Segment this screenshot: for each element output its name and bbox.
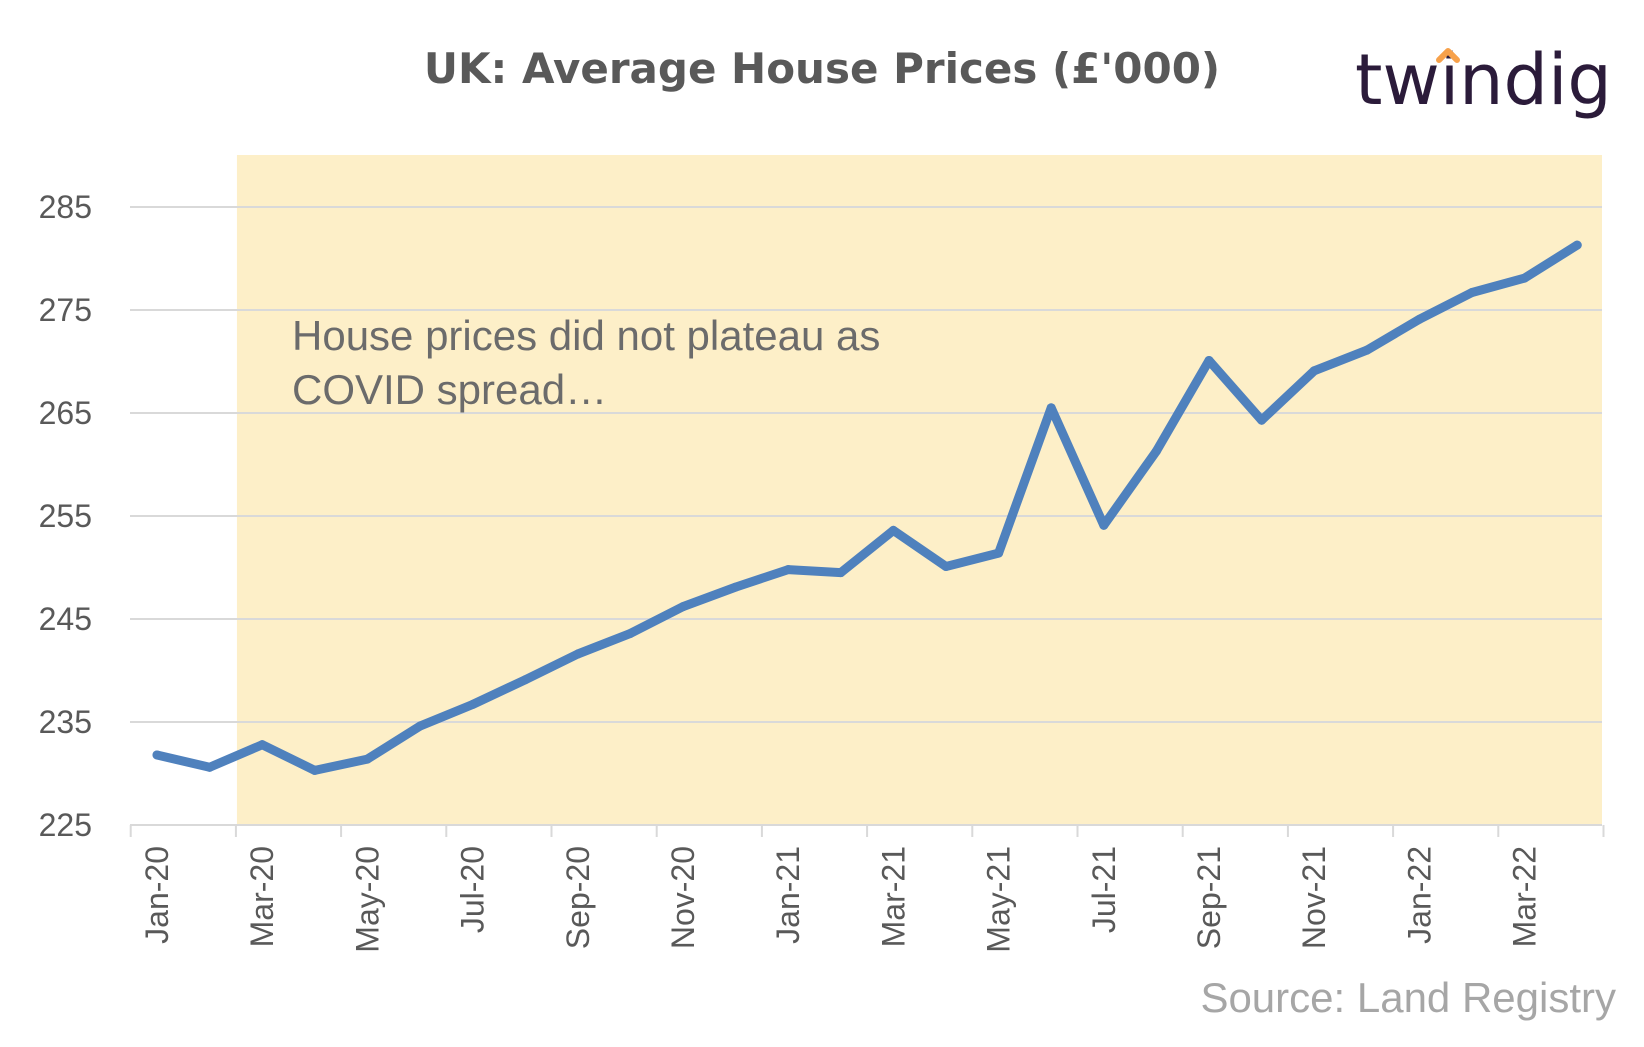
house-price-series-line	[152, 240, 1582, 775]
data-point	[257, 740, 267, 750]
gridlines	[130, 206, 1602, 723]
x-tick-label: May-20	[349, 846, 385, 953]
x-tick-label: Nov-20	[665, 846, 701, 949]
x-axis-ticks: Jan-20 Mar-20 May-20 Jul-20 Sep-20 Nov-20 Jan-…	[129, 825, 1605, 953]
data-point	[1204, 355, 1214, 365]
data-point	[152, 750, 162, 760]
x-tick-label: Jan-21	[770, 846, 806, 944]
data-point	[1467, 287, 1477, 297]
data-point	[836, 568, 846, 578]
chart-title: UK: Average House Prices (£'000)	[424, 44, 1220, 93]
data-point	[1520, 273, 1530, 283]
data-point	[994, 548, 1004, 558]
data-point	[625, 628, 635, 638]
logo-text: twindig	[1355, 39, 1612, 121]
data-point	[731, 582, 741, 592]
y-tick-label: 265	[39, 395, 92, 431]
annotation-line-2: COVID spread…	[292, 366, 607, 413]
data-point	[678, 602, 688, 612]
data-point	[415, 721, 425, 731]
data-point	[1151, 446, 1161, 456]
data-point	[1362, 345, 1372, 355]
data-point	[888, 525, 898, 535]
y-tick-label: 255	[39, 498, 92, 534]
annotation-line-1: House prices did not plateau as	[292, 312, 880, 359]
y-tick-label: 285	[39, 189, 92, 225]
data-point	[1309, 366, 1319, 376]
data-point	[520, 675, 530, 685]
x-tick-label: Nov-21	[1296, 846, 1332, 949]
data-point	[1257, 415, 1267, 425]
twindig-logo: twindig	[1355, 39, 1612, 121]
data-points	[152, 240, 1582, 775]
x-tick-label: Sep-20	[560, 846, 596, 949]
y-tick-label: 275	[39, 292, 92, 328]
data-point	[1414, 314, 1424, 324]
x-tick-label: Mar-22	[1507, 846, 1543, 947]
data-point	[205, 762, 215, 772]
data-point	[1099, 520, 1109, 530]
x-tick-label: May-21	[981, 846, 1017, 953]
y-tick-label: 235	[39, 704, 92, 740]
x-tick-label: Jul-20	[455, 846, 491, 933]
x-tick-label: Sep-21	[1191, 846, 1227, 949]
x-tick-label: Jan-20	[139, 846, 175, 944]
source-note: Source: Land Registry	[1200, 974, 1616, 1021]
y-axis-ticks: 225 235 245 255 265 275 285	[39, 189, 92, 843]
x-tick-label: Jul-21	[1086, 846, 1122, 933]
data-point	[362, 754, 372, 764]
covid-period-shading	[236, 155, 1602, 825]
data-point	[783, 565, 793, 575]
x-tick-label: Mar-20	[244, 846, 280, 947]
x-tick-label: Mar-21	[875, 846, 911, 947]
data-point	[1572, 240, 1582, 250]
data-point	[310, 765, 320, 775]
x-tick-label: Jan-22	[1401, 846, 1437, 944]
y-tick-label: 245	[39, 601, 92, 637]
data-point	[468, 699, 478, 709]
y-tick-label: 225	[39, 807, 92, 843]
data-point	[573, 649, 583, 659]
data-point	[1046, 403, 1056, 413]
data-point	[941, 561, 951, 571]
logo-roof-icon	[1436, 48, 1460, 63]
